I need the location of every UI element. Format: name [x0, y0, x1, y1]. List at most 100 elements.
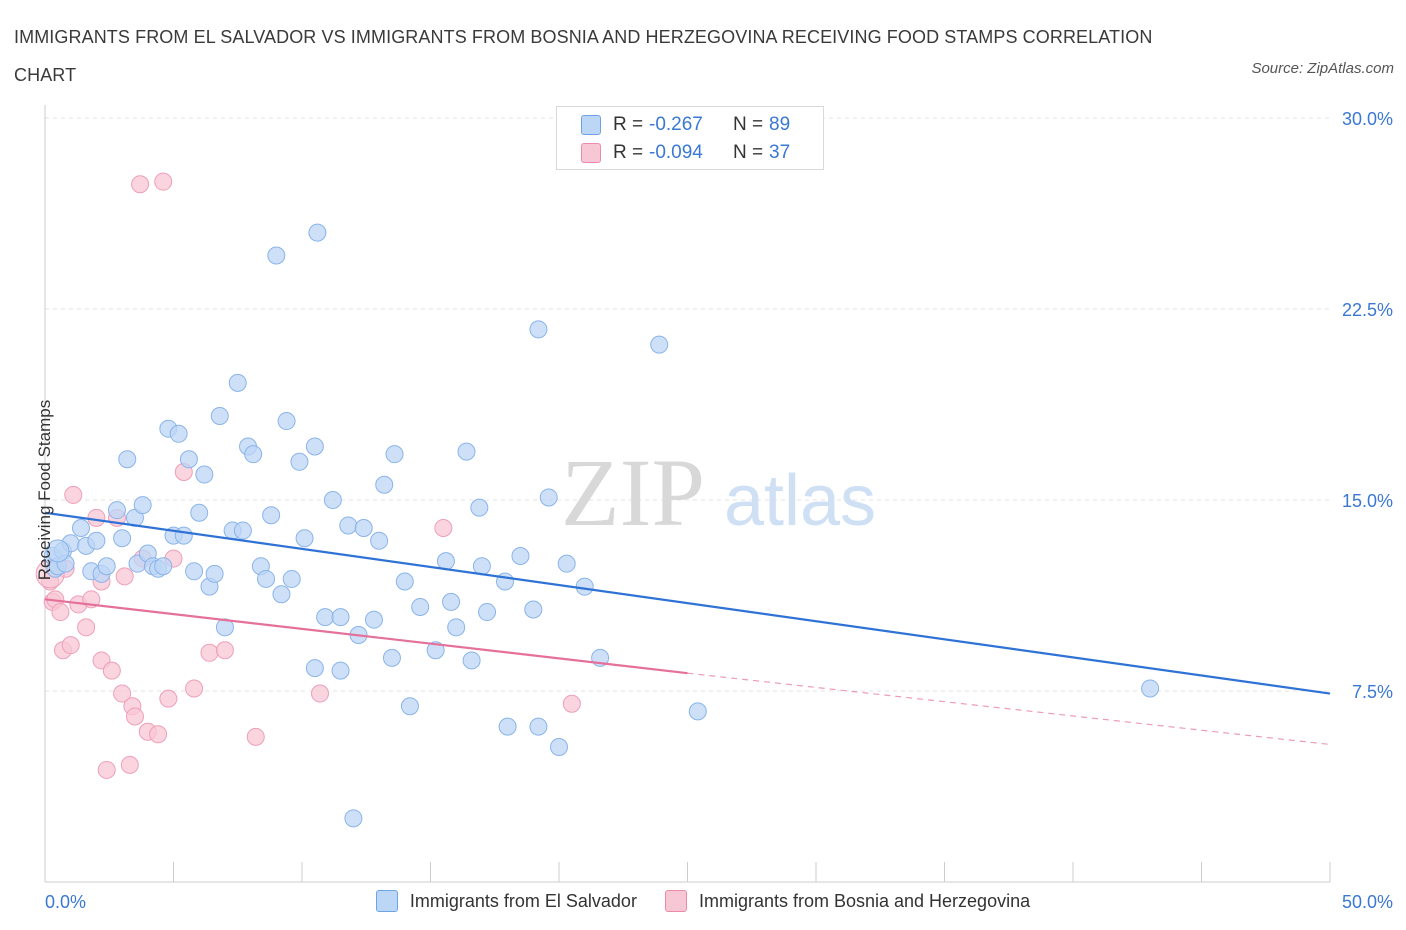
watermark-atlas: atlas [724, 461, 876, 541]
point-el-salvador [97, 557, 116, 576]
point-el-salvador [550, 738, 568, 757]
point-el-salvador [442, 592, 461, 611]
point-el-salvador [154, 557, 173, 576]
point-bosnia [562, 694, 581, 713]
legend-r-label: R = [613, 142, 644, 163]
point-el-salvador [272, 585, 291, 604]
point-el-salvador [169, 424, 188, 443]
series-el-salvador-points [43, 223, 1160, 828]
chart-title: IMMIGRANTS FROM EL SALVADOR VS IMMIGRANT… [14, 27, 1153, 85]
point-bosnia [310, 684, 329, 703]
legend-item-el-salvador[interactable]: Immigrants from El Salvador [375, 890, 637, 912]
point-el-salvador [215, 618, 234, 637]
point-el-salvador [331, 661, 350, 680]
series-bosnia-points [35, 172, 581, 779]
point-el-salvador [375, 475, 394, 494]
point-el-salvador [179, 450, 198, 469]
x-tick-label: 50.0% [1342, 892, 1393, 912]
point-bosnia [159, 689, 178, 708]
legend-swatch-el-salvador [375, 890, 398, 912]
point-el-salvador [87, 531, 106, 550]
point-el-salvador [185, 562, 204, 581]
point-bosnia [97, 760, 116, 779]
point-bosnia [131, 175, 150, 194]
legend-swatch-bosnia [581, 143, 601, 163]
point-el-salvador [190, 503, 209, 522]
point-el-salvador [323, 491, 342, 509]
legend-swatch-bosnia [664, 890, 687, 912]
legend-label-el-salvador: Immigrants from El Salvador [409, 890, 637, 911]
y-tick-label: 15.0% [1342, 491, 1393, 511]
point-bosnia [149, 725, 168, 744]
point-el-salvador [46, 539, 70, 563]
legend-row-el-salvador: R = -0.267 N = 89 [581, 113, 790, 137]
y-axis-label: Receiving Food Stamps [35, 399, 54, 581]
point-el-salvador [650, 335, 669, 354]
point-el-salvador [478, 603, 497, 622]
point-el-salvador [498, 717, 517, 736]
point-bosnia [64, 485, 83, 504]
point-bosnia [87, 508, 106, 527]
legend-r-label: R = [613, 114, 644, 135]
point-el-salvador [257, 569, 276, 588]
point-el-salvador [1141, 679, 1160, 698]
point-el-salvador [277, 412, 296, 431]
point-bosnia [434, 519, 453, 538]
point-el-salvador [290, 452, 309, 471]
y-tick-label: 7.5% [1352, 682, 1393, 702]
point-el-salvador [331, 608, 350, 627]
point-el-salvador [400, 697, 419, 716]
legend-n-value: 37 [769, 142, 791, 163]
point-el-salvador [71, 519, 90, 538]
legend-r-value: -0.267 [649, 114, 703, 135]
point-el-salvador [529, 717, 548, 736]
point-el-salvador [305, 437, 324, 456]
point-bosnia [51, 603, 70, 622]
point-bosnia [185, 679, 204, 698]
point-el-salvador [354, 519, 373, 538]
point-bosnia [246, 727, 265, 746]
point-el-salvador [470, 498, 489, 517]
legend-n-label: N = [733, 114, 764, 135]
point-el-salvador [447, 618, 466, 637]
point-el-salvador [107, 501, 126, 520]
legend-r-value: -0.094 [649, 142, 703, 163]
point-el-salvador [382, 648, 401, 667]
legend-item-bosnia[interactable]: Immigrants from Bosnia and Herzegovina [664, 890, 1030, 912]
point-el-salvador [205, 564, 224, 583]
point-el-salvador [195, 465, 214, 484]
point-el-salvador [524, 600, 543, 619]
axes [44, 105, 1331, 883]
point-el-salvador [262, 506, 281, 525]
y-tick-label: 22.5% [1342, 300, 1393, 320]
legend-swatch-el-salvador [581, 115, 601, 135]
tick-labels: 7.5% 15.0% 22.5% 30.0% 0.0% 50.0% [45, 109, 1393, 912]
point-el-salvador [511, 547, 530, 566]
point-el-salvador [228, 373, 247, 392]
point-el-salvador [118, 450, 137, 469]
point-el-salvador [426, 641, 445, 660]
point-el-salvador [457, 442, 476, 461]
point-el-salvador [308, 223, 327, 242]
point-el-salvador [539, 488, 558, 507]
point-el-salvador [316, 608, 335, 627]
point-el-salvador [113, 529, 132, 548]
point-bosnia [115, 567, 134, 586]
trend-line-bosnia [44, 598, 688, 675]
point-el-salvador [305, 659, 324, 678]
point-el-salvador [370, 531, 389, 550]
point-el-salvador [267, 246, 286, 265]
point-el-salvador [244, 445, 263, 464]
point-el-salvador [575, 577, 594, 596]
point-el-salvador [688, 702, 707, 721]
watermark-zip: ZIP [561, 439, 705, 546]
point-el-salvador [233, 521, 252, 540]
source-label: Source: ZipAtlas.com [1251, 60, 1394, 77]
x-tick-label: 0.0% [45, 892, 86, 912]
y-tick-label: 30.0% [1342, 109, 1393, 129]
point-el-salvador [411, 597, 430, 616]
trend-lines [44, 511, 1331, 746]
legend-row-bosnia: R = -0.094 N = 37 [581, 141, 790, 165]
point-bosnia [120, 755, 139, 774]
